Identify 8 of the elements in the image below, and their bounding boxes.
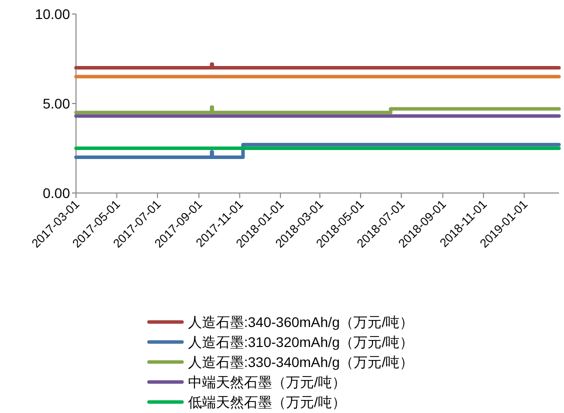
y-tick-label: 0.00 xyxy=(42,185,70,201)
y-tick-label: 10.00 xyxy=(34,6,70,22)
legend-label: 人造石墨:340-360mAh/g（万元/吨） xyxy=(188,314,414,330)
legend-label: 人造石墨:310-320mAh/g（万元/吨） xyxy=(188,334,414,350)
legend-label: 中端天然石墨（万元/吨） xyxy=(188,374,346,390)
legend-label: 低端天然石墨（万元/吨） xyxy=(188,394,346,410)
y-tick-label: 5.00 xyxy=(42,96,70,112)
legend-label: 人造石墨:330-340mAh/g（万元/吨） xyxy=(188,354,414,370)
